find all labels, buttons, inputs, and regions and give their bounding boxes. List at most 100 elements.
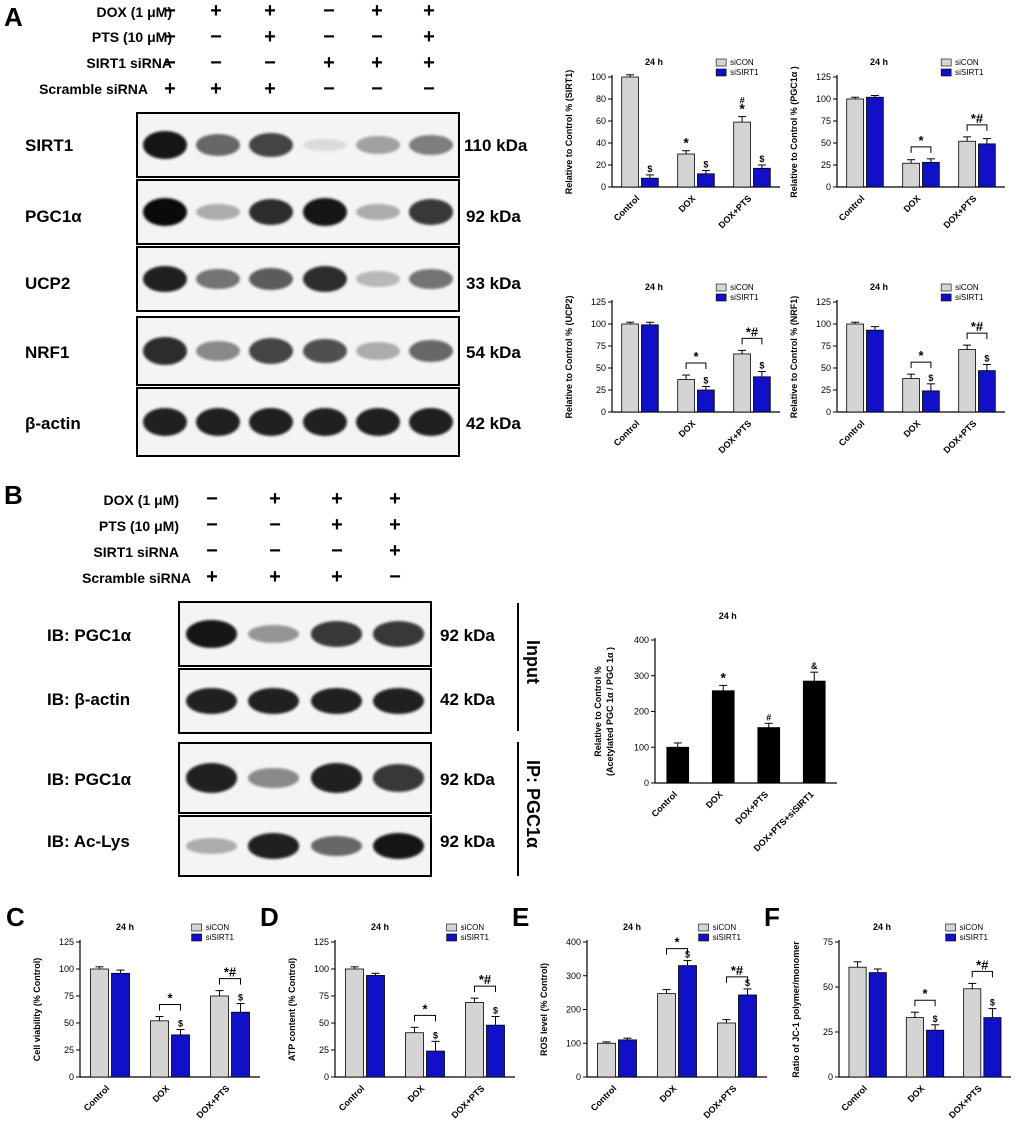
- bar: [465, 1002, 484, 1078]
- blot-band: [196, 134, 240, 156]
- blot-band: [302, 266, 347, 292]
- significance-mark: $: [703, 375, 708, 385]
- significance-mark: $: [703, 160, 708, 170]
- blot-kda: 54 kDa: [466, 343, 521, 362]
- panel-letter-a: A: [4, 2, 23, 32]
- chart-title: 24 h: [371, 922, 389, 932]
- chart-pgc1a: 0 25 50 75 100 125 24 h Relative to Control % (…: [789, 57, 1005, 230]
- bar: [958, 349, 976, 413]
- blot-band: [310, 687, 362, 715]
- blot-band: [356, 203, 400, 221]
- condition-sign: +: [164, 78, 176, 100]
- y-axis-label: Relative to Control % (NRF1): [789, 296, 799, 419]
- bar: [753, 376, 771, 413]
- bar: [963, 988, 982, 1078]
- condition-sign: +: [423, 0, 435, 22]
- legend-swatch: [446, 923, 457, 932]
- x-tick-label: Control: [837, 418, 867, 448]
- bar: [753, 167, 771, 188]
- y-tick-label: 25: [64, 1045, 74, 1055]
- condition-sign: +: [264, 78, 276, 100]
- significance-mark: $: [990, 998, 995, 1008]
- significance-bracket: [685, 362, 707, 370]
- bracket-label: *#: [224, 965, 237, 980]
- legend-swatch: [945, 923, 956, 932]
- x-tick-label: DOX: [677, 418, 698, 439]
- x-tick-label: DOX: [658, 1083, 679, 1104]
- blot-b-pgc1a-ip: [178, 742, 432, 814]
- bar: [738, 994, 757, 1078]
- y-tick-label: 100: [634, 742, 649, 752]
- blot-band: [142, 265, 187, 293]
- chart-title: 24 h: [870, 282, 888, 292]
- bar: [150, 1020, 169, 1078]
- y-tick-label: 60: [596, 116, 606, 126]
- condition-sign: +: [210, 78, 222, 100]
- blot-ucp2: [136, 246, 460, 312]
- x-tick-label: Control: [839, 1083, 869, 1113]
- bar: [978, 143, 996, 188]
- bar: [426, 1050, 445, 1078]
- condition-label: PTS (10 μM): [98, 518, 179, 534]
- legend-swatch: [940, 58, 952, 67]
- significance-mark: *: [721, 669, 727, 685]
- input-label: Input: [523, 640, 543, 684]
- y-tick-label: 0: [69, 1072, 74, 1082]
- ip-divider: [517, 742, 519, 876]
- condition-sign: −: [323, 78, 335, 100]
- condition-sign: +: [331, 566, 343, 588]
- bar: [697, 173, 715, 188]
- bar: [171, 1034, 190, 1078]
- blot-band: [356, 407, 400, 437]
- significance-bracket: [910, 146, 932, 153]
- bar: [677, 153, 695, 188]
- significance-bracket: [159, 1004, 181, 1011]
- chart-title: 24 h: [623, 922, 641, 932]
- significance-bracket: [914, 999, 936, 1007]
- condition-label: DOX (1 μM): [96, 4, 172, 20]
- condition-sign: −: [206, 488, 218, 510]
- y-axis-label: ROS level (% Control): [539, 963, 549, 1056]
- legend-label: siSIRT1: [730, 293, 759, 302]
- condition-sign: +: [371, 52, 383, 74]
- blot-band: [409, 135, 454, 155]
- x-tick-label: DOX+PTS: [449, 1083, 486, 1120]
- bar: [866, 329, 884, 413]
- bar: [657, 993, 676, 1078]
- blot-band: [302, 138, 347, 152]
- y-tick-label: 75: [596, 341, 606, 351]
- bar: [621, 76, 639, 188]
- blot-kda: 110 kDa: [464, 136, 528, 155]
- x-tick-label: DOX+PTS: [716, 193, 753, 230]
- panel-letter-e: E: [512, 902, 530, 932]
- chart-ucp2: 0 25 50 75 100 125 24 h Relative to Control % (…: [564, 282, 780, 455]
- x-tick-label: Control: [612, 193, 642, 223]
- bar: [733, 353, 751, 413]
- bar: [621, 323, 639, 413]
- x-tick-label: Control: [837, 193, 867, 223]
- blot-kda: 92 kDa: [466, 207, 521, 226]
- y-tick-label: 125: [816, 297, 831, 307]
- bar: [717, 1022, 736, 1078]
- condition-sign: −: [371, 78, 383, 100]
- significance-bracket: [966, 332, 988, 340]
- bar: [902, 378, 920, 413]
- x-tick-label: Control: [612, 418, 642, 448]
- significance-bracket: [726, 976, 748, 983]
- condition-sign: +: [423, 26, 435, 48]
- blot-band: [302, 407, 347, 437]
- bar: [846, 323, 864, 413]
- significance-mark: *: [739, 101, 745, 117]
- condition-sign: −: [269, 540, 281, 562]
- bracket-label: *: [422, 1001, 428, 1016]
- condition-sign: −: [423, 78, 435, 100]
- y-tick-label: 125: [314, 937, 329, 947]
- x-tick-label: DOX+PTS: [947, 1083, 984, 1120]
- legend-label: siCON: [713, 923, 737, 932]
- y-axis-label-sub: (Acetylated PGC 1α / PGC 1α ): [605, 647, 615, 776]
- blot-band: [142, 407, 187, 437]
- significance-bracket: [219, 978, 241, 985]
- blot-nrf1: [136, 316, 460, 386]
- y-tick-label: 0: [826, 182, 831, 192]
- blot-band: [409, 268, 454, 290]
